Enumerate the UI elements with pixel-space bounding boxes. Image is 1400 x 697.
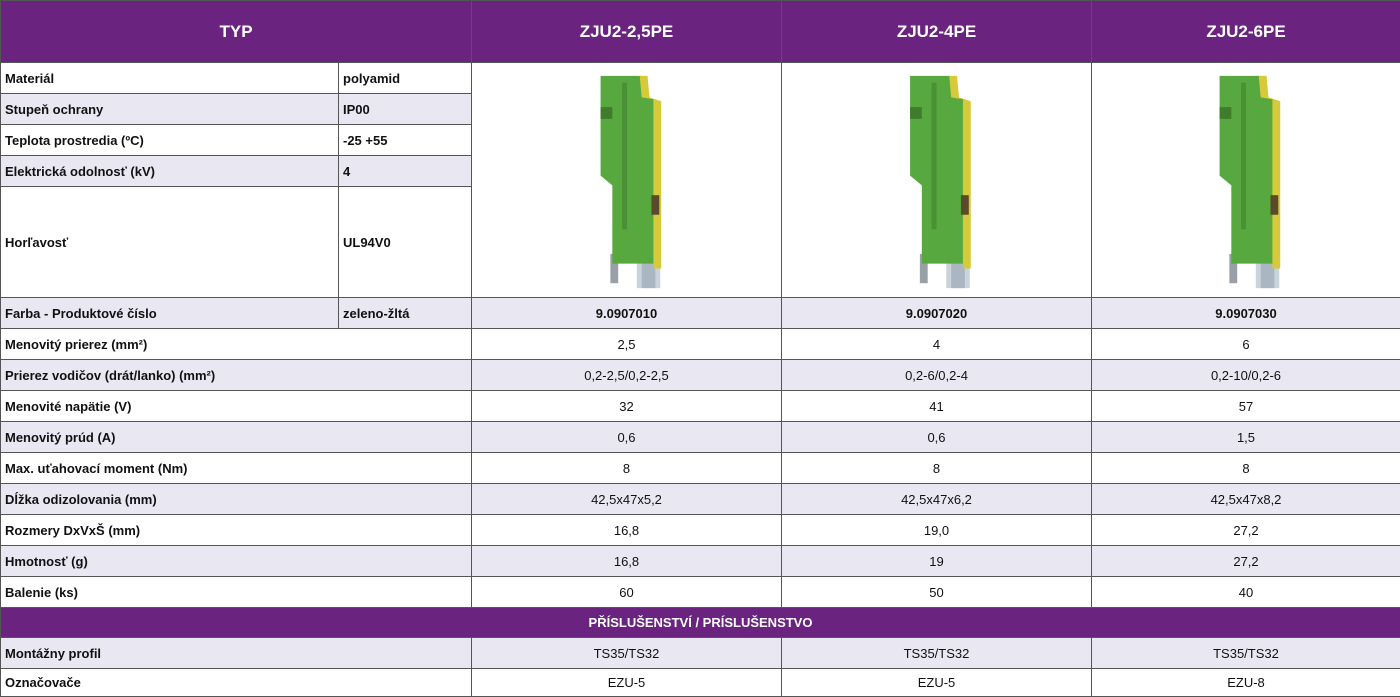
- label: Farba - Produktové číslo: [1, 298, 339, 329]
- value: 6: [1092, 329, 1400, 360]
- header-cell: TYP: [1, 1, 472, 63]
- label: Rozmery DxVxŠ (mm): [1, 515, 472, 546]
- label: Menovitý prierez (mm²): [1, 329, 472, 360]
- image: [582, 68, 672, 293]
- value: UL94V0: [339, 187, 472, 298]
- value: 9.0907010: [472, 298, 782, 329]
- value: 9.0907030: [1092, 298, 1400, 329]
- value: 0,2-10/0,2-6: [1092, 360, 1400, 391]
- label: Max. uťahovací moment (Nm): [1, 453, 472, 484]
- value: 19: [782, 546, 1092, 577]
- header-cell: ZJU2-4PE: [782, 1, 1092, 63]
- value: 42,5x47x8,2: [1092, 484, 1400, 515]
- value: 8: [782, 453, 1092, 484]
- value: polyamid: [339, 63, 472, 94]
- header-cell: ZJU2-2,5PE: [472, 1, 782, 63]
- value: 0,2-2,5/0,2-2,5: [472, 360, 782, 391]
- header-cell: ZJU2-6PE: [1092, 1, 1400, 63]
- row: Materiál polyamid: [1, 63, 1400, 94]
- value: 50: [782, 577, 1092, 608]
- label: Montážny profil: [1, 638, 472, 669]
- section-row: PŘÍSLUŠENSTVÍ / PRÍSLUŠENSTVO: [1, 608, 1400, 638]
- label: Teplota prostredia (ºC): [1, 125, 339, 156]
- value: 0,6: [782, 422, 1092, 453]
- value: 60: [472, 577, 782, 608]
- section-title: PŘÍSLUŠENSTVÍ / PRÍSLUŠENSTVO: [1, 608, 1400, 638]
- value: 16,8: [472, 546, 782, 577]
- value: EZU-8: [1092, 669, 1400, 697]
- value: 4: [339, 156, 472, 187]
- value: TS35/TS32: [1092, 638, 1400, 669]
- label: Balenie (ks): [1, 577, 472, 608]
- value: 1,5: [1092, 422, 1400, 453]
- page: TYP ZJU2-2,5PE ZJU2-4PE ZJU2-6PE Materiá…: [0, 0, 1400, 695]
- label: Prierez vodičov (drát/lanko) (mm²): [1, 360, 472, 391]
- label: Stupeň ochrany: [1, 94, 339, 125]
- value: 19,0: [782, 515, 1092, 546]
- value: 42,5x47x5,2: [472, 484, 782, 515]
- label: Horľavosť: [1, 187, 339, 298]
- value: 41: [782, 391, 1092, 422]
- row: Prierez vodičov (drát/lanko) (mm²)0,2-2,…: [1, 360, 1400, 391]
- value: zeleno-žltá: [339, 298, 472, 329]
- label: Elektrická odolnosť (kV): [1, 156, 339, 187]
- product-image: [1092, 63, 1400, 298]
- label: Menovitý prúd (A): [1, 422, 472, 453]
- value: 8: [472, 453, 782, 484]
- value: TS35/TS32: [782, 638, 1092, 669]
- label: Označovače: [1, 669, 472, 697]
- value: 0,6: [472, 422, 782, 453]
- row: Farba - Produktové číslo zeleno-žltá 9.0…: [1, 298, 1400, 329]
- value: 40: [1092, 577, 1400, 608]
- header-row: TYP ZJU2-2,5PE ZJU2-4PE ZJU2-6PE: [1, 1, 1400, 63]
- spec-table: TYP ZJU2-2,5PE ZJU2-4PE ZJU2-6PE Materiá…: [0, 0, 1400, 697]
- value: 27,2: [1092, 546, 1400, 577]
- value: 32: [472, 391, 782, 422]
- image: [889, 68, 984, 293]
- value: EZU-5: [472, 669, 782, 697]
- label: Hmotnosť (g): [1, 546, 472, 577]
- value: 27,2: [1092, 515, 1400, 546]
- value: 0,2-6/0,2-4: [782, 360, 1092, 391]
- value: -25 +55: [339, 125, 472, 156]
- value: 9.0907020: [782, 298, 1092, 329]
- label: Menovité napätie (V): [1, 391, 472, 422]
- value: 16,8: [472, 515, 782, 546]
- value: 42,5x47x6,2: [782, 484, 1092, 515]
- value: 2,5: [472, 329, 782, 360]
- product-image: [782, 63, 1092, 298]
- value: 57: [1092, 391, 1400, 422]
- product-image: [472, 63, 782, 298]
- value: 4: [782, 329, 1092, 360]
- label: Dĺžka odizolovania (mm): [1, 484, 472, 515]
- value: 8: [1092, 453, 1400, 484]
- image: [1196, 68, 1296, 293]
- value: TS35/TS32: [472, 638, 782, 669]
- label: Materiál: [1, 63, 339, 94]
- value: IP00: [339, 94, 472, 125]
- value: EZU-5: [782, 669, 1092, 697]
